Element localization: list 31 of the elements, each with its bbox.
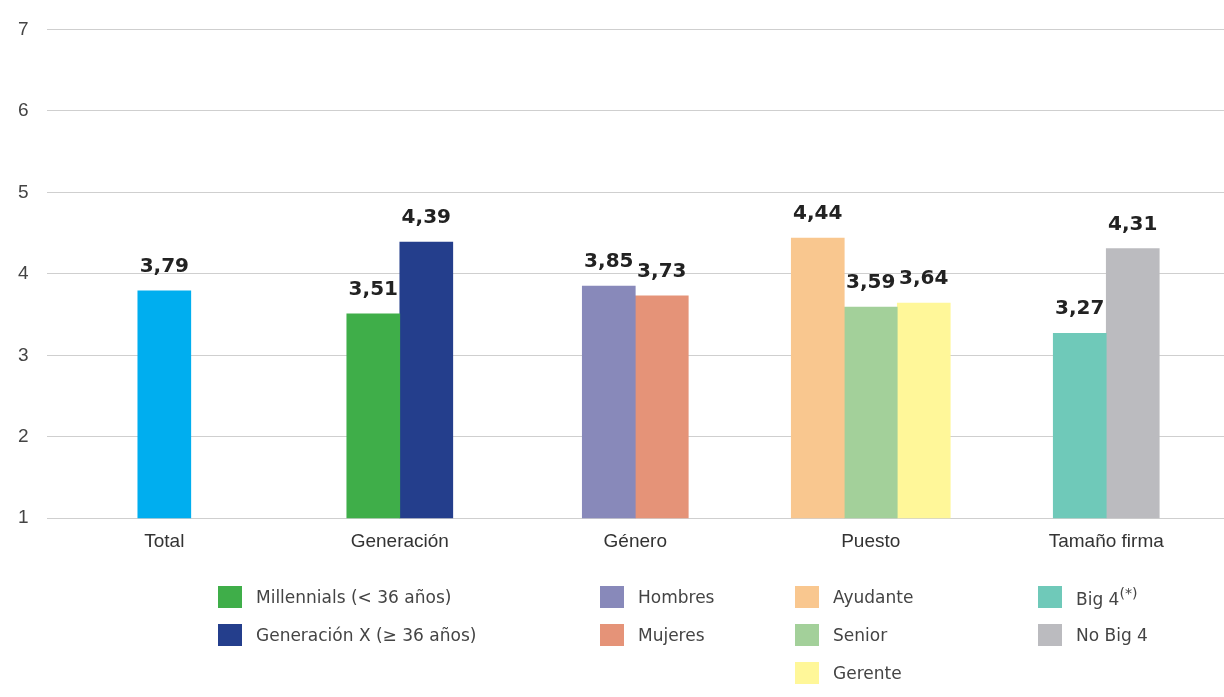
legend-label: Millennials (< 36 años) xyxy=(256,587,452,607)
x-tick-label: Puesto xyxy=(841,529,901,551)
y-tick-label: 3 xyxy=(17,343,29,365)
y-tick-label: 7 xyxy=(17,17,29,39)
x-tick-label: Género xyxy=(603,529,667,551)
data-label: 3,59 xyxy=(846,269,896,294)
legend-label: Gerente xyxy=(833,663,902,683)
data-label: 3,73 xyxy=(637,258,687,282)
x-tick-label: Tamaño firma xyxy=(1048,529,1165,551)
data-label: 3,85 xyxy=(584,248,634,273)
data-label: 3,64 xyxy=(899,265,949,290)
legend-label: Generación X (≥ 36 años) xyxy=(256,625,477,645)
legend-label: Senior xyxy=(833,625,888,645)
y-tick-label: 5 xyxy=(17,180,29,202)
y-tick-label: 1 xyxy=(17,506,29,528)
x-tick-label: Generación xyxy=(350,529,449,551)
legend-label: Hombres xyxy=(638,587,715,607)
data-label: 3,27 xyxy=(1055,295,1105,320)
data-label: 3,79 xyxy=(139,253,189,278)
legend-label: Ayudante xyxy=(833,587,914,607)
y-tick-label: 6 xyxy=(17,99,29,121)
data-label: 4,44 xyxy=(793,200,843,225)
legend-label: Mujeres xyxy=(638,625,705,645)
y-tick-label: 4 xyxy=(17,262,29,284)
y-tick-label: 2 xyxy=(17,424,29,446)
data-label: 3,51 xyxy=(348,275,398,300)
x-tick-label: Total xyxy=(144,529,185,551)
data-label: 4,39 xyxy=(401,204,451,229)
data-label: 4,31 xyxy=(1108,210,1158,235)
legend-label: Big 4$^{(*)}$ xyxy=(1076,585,1138,609)
legend-label: No Big 4 xyxy=(1076,625,1148,645)
